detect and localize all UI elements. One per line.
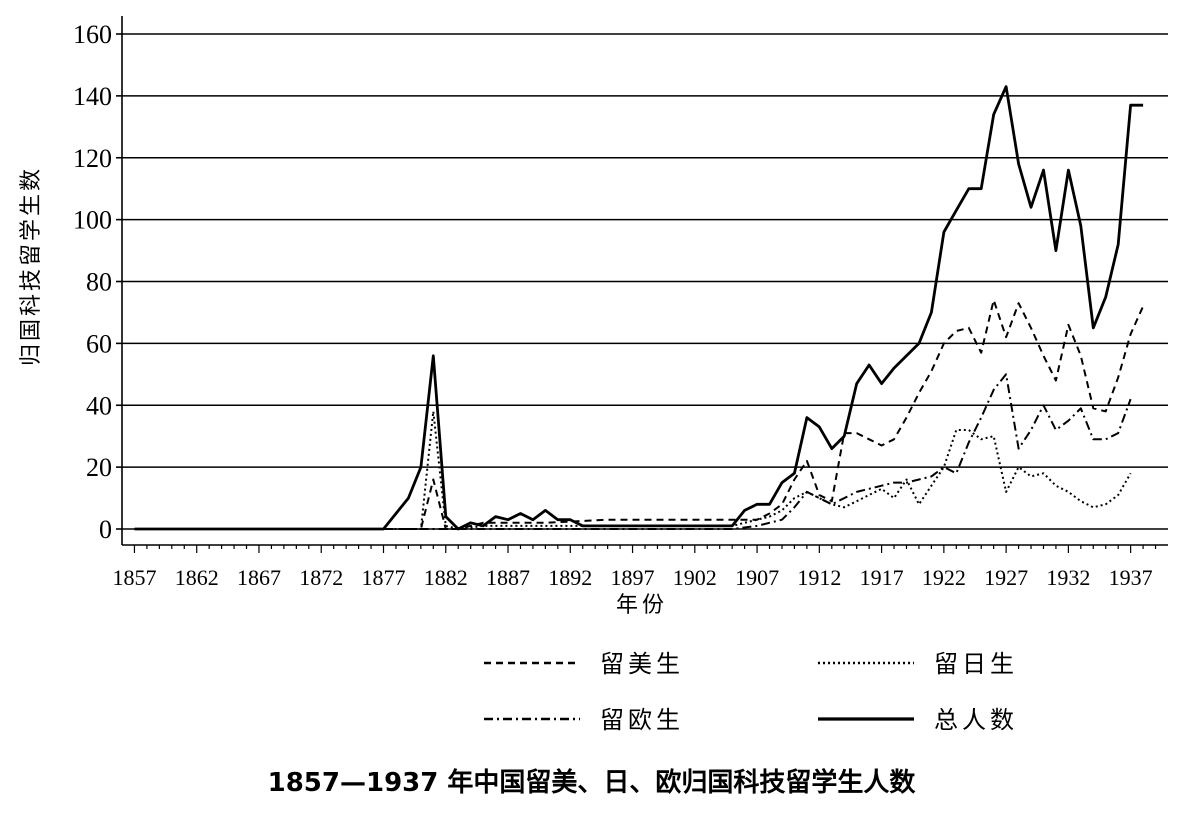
x-tick-label: 1927 [984,565,1028,590]
legend-item: 留日生 [818,650,1018,678]
legend-label: 总人数 [934,706,1018,734]
x-tick-label: 1882 [424,565,468,590]
legend-item: 留欧生 [484,706,684,734]
x-tick-label: 1907 [735,565,779,590]
series-line-dotted [134,410,1132,530]
x-tick-label: 1932 [1046,565,1090,590]
series-lines [134,85,1145,531]
y-tick-label: 40 [86,391,112,420]
x-axis-title: 年份 [616,593,668,618]
x-tick-label: 1867 [237,565,281,590]
x-tick-label: 1937 [1109,565,1153,590]
y-tick-label: 0 [99,515,112,544]
y-tick-label: 100 [73,206,112,235]
series-line-dashed [134,299,1145,530]
figure-caption: 1857—1937 年中国留美、日、欧归国科技留学生人数 [267,768,916,798]
legend-label: 留日生 [934,650,1018,678]
x-tick-label: 1887 [486,565,530,590]
y-tick-label: 120 [73,144,112,173]
legend-label: 留美生 [600,650,684,678]
y-tick-label: 140 [73,82,112,111]
series-line-dashdot [134,373,1132,530]
x-tick-label: 1862 [175,565,219,590]
x-tick-label: 1917 [860,565,904,590]
series-line-solid [134,85,1144,531]
x-tick-label: 1922 [922,565,966,590]
axes: 0 20 40 60 80 100 120 140 160 1857 1862 1867 1872 187… [73,16,1168,590]
legend-item: 总人数 [818,706,1018,734]
y-axis-title: 归国科技留学生数 [19,166,44,366]
x-tick-label: 1912 [797,565,841,590]
y-tick-label: 60 [86,329,112,358]
x-tick-label: 1877 [362,565,406,590]
x-tick-label: 1897 [611,565,655,590]
legend-item: 留美生 [484,650,684,678]
y-tick-label: 80 [86,268,112,297]
x-tick-label: 1872 [299,565,343,590]
gridlines [122,33,1168,530]
x-tick-label: 1902 [673,565,717,590]
legend-label: 留欧生 [600,706,684,734]
y-tick-label: 20 [86,453,112,482]
x-tick-label: 1857 [112,565,156,590]
y-tick-label: 160 [73,20,112,49]
x-tick-label: 1892 [548,565,592,590]
